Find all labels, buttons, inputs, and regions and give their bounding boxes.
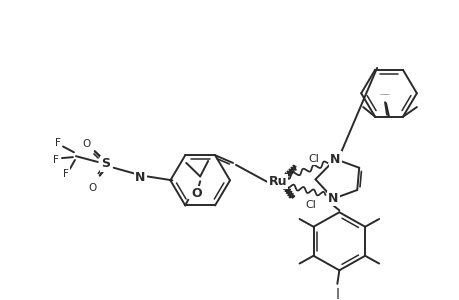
Text: N: N <box>327 192 338 205</box>
Text: F: F <box>63 169 69 178</box>
Text: O: O <box>190 188 201 200</box>
Text: Cl: Cl <box>304 200 315 211</box>
Text: S: S <box>101 158 110 170</box>
Text: O: O <box>89 183 97 193</box>
Text: Cl: Cl <box>308 154 318 164</box>
Text: F: F <box>53 155 59 165</box>
Text: Ru: Ru <box>268 175 286 188</box>
Text: ——: —— <box>379 92 390 97</box>
Text: N: N <box>330 153 340 166</box>
Text: N: N <box>135 171 146 184</box>
Text: O: O <box>83 139 91 148</box>
Text: F: F <box>55 138 61 148</box>
Text: |: | <box>335 288 339 299</box>
